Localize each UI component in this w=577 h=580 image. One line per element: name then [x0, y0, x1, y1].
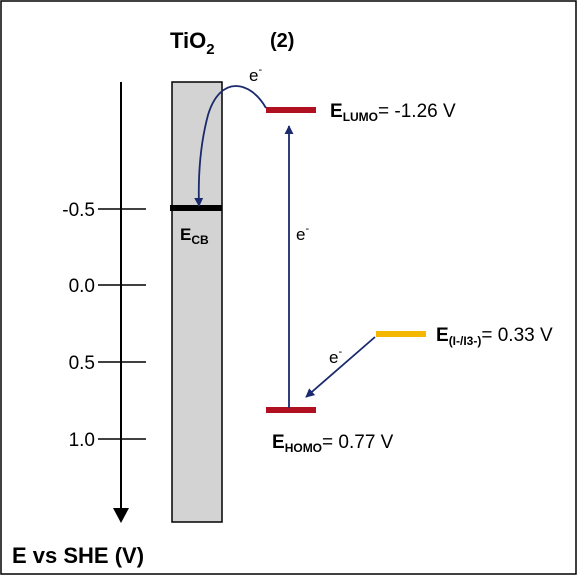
conduction-band-label: ECB: [180, 225, 209, 247]
electron-label-redox: e-: [329, 346, 342, 367]
energy-axis-arrowhead: [113, 508, 129, 523]
electron-label-top: e-: [249, 64, 262, 85]
axis-title: E vs SHE (V): [12, 543, 144, 568]
axis-tick-label: 0.0: [69, 276, 95, 297]
electron-label-middle: e-: [296, 223, 309, 244]
axis-tick-label: 0.5: [69, 353, 95, 374]
tio2-title: TiO2: [170, 28, 215, 58]
regeneration-arrow: [305, 336, 376, 398]
homo-label: EHOMO= 0.77 V: [272, 432, 394, 455]
tio2-band-block: [171, 81, 223, 523]
lumo-label: ELUMO= -1.26 V: [330, 101, 456, 124]
axis-tick-label: -0.5: [62, 200, 95, 221]
redox-label: E(I-/I3-)= 0.33 V: [436, 325, 553, 348]
dye-number-label: (2): [270, 30, 294, 52]
axis-tick-label: 1.0: [69, 430, 95, 451]
electron-injection-arrow: [194, 85, 267, 207]
